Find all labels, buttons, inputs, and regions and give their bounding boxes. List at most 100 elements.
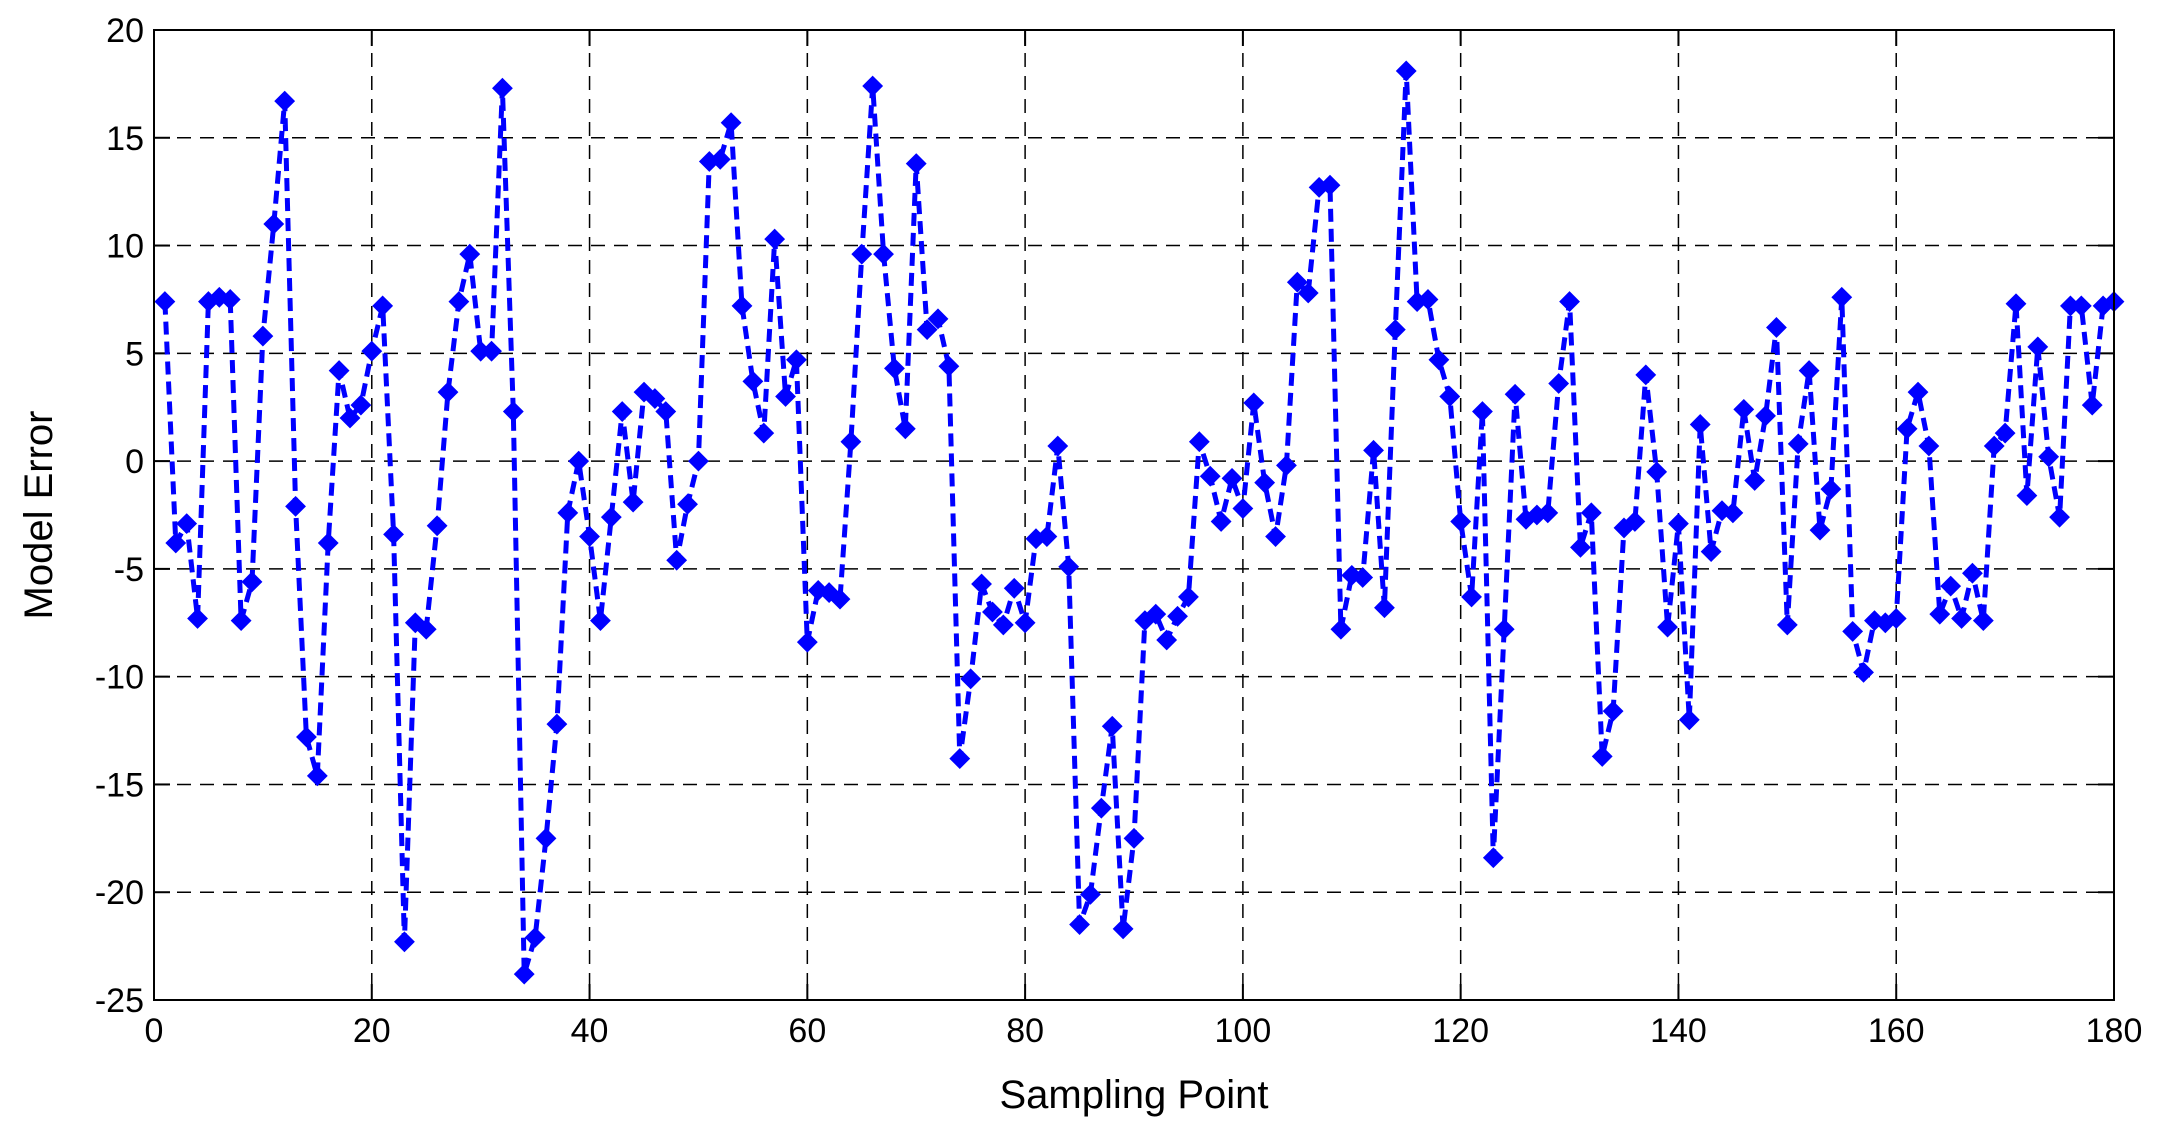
data-point: [1482, 847, 1504, 869]
y-tick-label: -20: [95, 874, 144, 912]
data-point: [2027, 336, 2049, 358]
data-point: [927, 308, 949, 330]
data-point: [1232, 498, 1254, 519]
data-point: [546, 713, 568, 735]
data-point: [1940, 575, 1962, 597]
data-point: [1700, 541, 1722, 563]
data-point: [796, 631, 818, 653]
data-point: [1080, 883, 1101, 905]
data-point: [775, 386, 796, 407]
data-point: [285, 495, 306, 517]
data-point: [1428, 349, 1450, 371]
data-point: [1798, 360, 1820, 381]
y-tick-label: -15: [95, 766, 144, 804]
data-point: [1678, 709, 1700, 731]
data-point: [1929, 603, 1951, 625]
data-point: [2005, 293, 2027, 315]
data-point: [1907, 381, 1929, 403]
data-point: [1112, 918, 1134, 940]
data-point: [1983, 435, 2005, 457]
data-point: [1853, 661, 1874, 683]
data-point: [415, 618, 437, 640]
data-point: [982, 601, 1003, 623]
data-point: [328, 360, 350, 381]
data-point: [1123, 827, 1145, 849]
data-point: [611, 401, 633, 422]
data-point: [829, 588, 851, 610]
data-point: [590, 610, 611, 632]
data-point: [1145, 603, 1167, 625]
x-tick-label: 0: [145, 1012, 164, 1050]
data-point: [1036, 526, 1058, 547]
data-point: [317, 532, 339, 554]
data-point: [1570, 536, 1591, 558]
data-point: [306, 765, 328, 787]
data-point: [1776, 614, 1798, 636]
data-point: [1472, 401, 1493, 422]
data-point: [1101, 715, 1123, 737]
data-point: [426, 515, 448, 537]
grid-lines: [154, 30, 2114, 1000]
data-point: [1668, 513, 1689, 535]
data-point: [394, 931, 415, 953]
data-point: [1352, 567, 1374, 588]
x-tick-label: 180: [2086, 1012, 2143, 1050]
data-point: [1537, 502, 1559, 524]
data-point: [742, 370, 764, 392]
data-point: [1504, 383, 1526, 405]
data-point: [992, 614, 1014, 636]
data-point: [688, 450, 709, 472]
data-point: [666, 549, 688, 571]
data-point: [1330, 618, 1352, 640]
data-point: [492, 77, 513, 99]
data-point: [274, 90, 296, 112]
data-point: [655, 401, 677, 422]
data-point: [241, 571, 263, 593]
data-point: [1994, 422, 2016, 444]
data-point: [1972, 610, 1994, 632]
x-tick-label: 80: [1006, 1012, 1044, 1050]
x-tick-label: 40: [571, 1012, 609, 1050]
data-point: [1178, 586, 1199, 608]
data-point: [1733, 398, 1755, 420]
data-point: [1265, 526, 1286, 547]
y-tick-label: 20: [106, 12, 144, 50]
y-tick-labels: 20 15 10 5 0 -5 -10 -15 -20 -25: [95, 12, 144, 1020]
y-axis-label: Model Error: [17, 411, 61, 620]
data-point: [644, 388, 666, 410]
data-point: [1090, 797, 1112, 819]
data-point: [1221, 467, 1243, 489]
data-point: [1384, 319, 1406, 341]
data-point: [263, 213, 285, 235]
data-point: [579, 526, 600, 547]
data-point: [720, 112, 742, 134]
data-point: [1188, 431, 1210, 453]
data-point: [938, 355, 960, 377]
x-axis-label: Sampling Point: [999, 1073, 1268, 1117]
data-point: [1439, 386, 1461, 407]
data-point: [1003, 577, 1025, 599]
data-point: [1842, 620, 1864, 642]
y-tick-label: 0: [125, 443, 144, 481]
data-point: [2049, 506, 2070, 528]
data-point: [1156, 629, 1178, 651]
x-tick-labels: 0 20 40 60 80 100 120 140 160 180: [145, 1012, 2143, 1050]
data-point: [1885, 608, 1907, 629]
y-tick-label: -10: [95, 659, 144, 697]
data-point: [2081, 394, 2103, 416]
data-point: [1286, 271, 1308, 293]
data-point: [1417, 289, 1439, 310]
data-point: [1689, 414, 1711, 435]
data-point: [1766, 317, 1787, 338]
data-point: [350, 394, 372, 416]
data-point: [1591, 746, 1613, 767]
data-point: [339, 407, 361, 429]
data-point: [622, 491, 644, 513]
data-point: [2070, 295, 2092, 317]
y-tick-label: 5: [125, 335, 144, 373]
series-group: [154, 60, 2125, 985]
data-point: [1951, 608, 1972, 629]
data-point: [840, 431, 862, 453]
data-point: [1493, 618, 1515, 640]
